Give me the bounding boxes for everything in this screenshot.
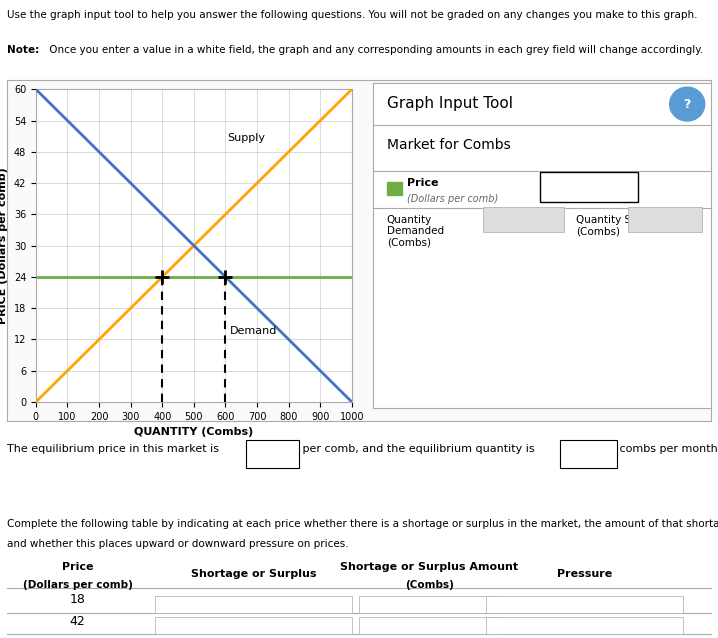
FancyBboxPatch shape — [541, 172, 638, 202]
Circle shape — [670, 87, 705, 121]
Text: 24: 24 — [619, 181, 635, 193]
Text: Shortage or Surplus: Shortage or Surplus — [191, 569, 316, 579]
Text: $: $ — [252, 443, 259, 454]
Text: (Dollars per comb): (Dollars per comb) — [22, 580, 133, 590]
Bar — [387, 182, 402, 195]
Text: ▼: ▼ — [665, 599, 672, 609]
FancyBboxPatch shape — [485, 618, 683, 634]
Text: ?: ? — [684, 98, 691, 110]
Text: Once you enter a value in a white field, the graph and any corresponding amounts: Once you enter a value in a white field,… — [46, 45, 703, 55]
Text: Graph Input Tool: Graph Input Tool — [387, 96, 513, 111]
Text: Price: Price — [407, 178, 439, 188]
FancyBboxPatch shape — [628, 207, 702, 232]
FancyBboxPatch shape — [155, 596, 352, 612]
Text: Note:: Note: — [7, 45, 39, 55]
FancyBboxPatch shape — [155, 618, 352, 634]
Text: Demand: Demand — [230, 326, 278, 336]
Text: Quantity Supplied
(Combs): Quantity Supplied (Combs) — [576, 215, 670, 236]
FancyBboxPatch shape — [246, 440, 299, 468]
FancyBboxPatch shape — [485, 596, 683, 612]
Text: Use the graph input tool to help you answer the following questions. You will no: Use the graph input tool to help you ans… — [7, 10, 698, 20]
Text: 18: 18 — [70, 593, 85, 605]
FancyBboxPatch shape — [559, 440, 617, 468]
FancyBboxPatch shape — [359, 618, 500, 634]
Text: and whether this places upward or downward pressure on prices.: and whether this places upward or downwa… — [7, 538, 349, 549]
Text: Pressure: Pressure — [556, 569, 612, 579]
Text: Complete the following table by indicating at each price whether there is a shor: Complete the following table by indicati… — [7, 519, 718, 529]
Text: Price: Price — [62, 561, 93, 572]
Text: Market for Combs: Market for Combs — [387, 138, 510, 152]
Text: 600: 600 — [536, 213, 559, 226]
Text: Shortage or Surplus Amount: Shortage or Surplus Amount — [340, 561, 518, 572]
FancyBboxPatch shape — [483, 207, 564, 232]
Text: The equilibrium price in this market is: The equilibrium price in this market is — [7, 443, 223, 454]
Text: ▼: ▼ — [665, 621, 672, 631]
Text: (Combs): (Combs) — [405, 580, 454, 590]
Text: Supply: Supply — [227, 133, 265, 144]
Text: (Dollars per comb): (Dollars per comb) — [407, 193, 498, 204]
Text: combs per month.: combs per month. — [616, 443, 718, 454]
Text: 400: 400 — [674, 213, 698, 226]
Y-axis label: PRICE (Dollars per comb): PRICE (Dollars per comb) — [0, 167, 8, 324]
X-axis label: QUANTITY (Combs): QUANTITY (Combs) — [134, 427, 253, 437]
FancyBboxPatch shape — [359, 596, 500, 612]
Text: ▼: ▼ — [334, 621, 342, 631]
Text: 42: 42 — [70, 614, 85, 628]
Text: Quantity
Demanded
(Combs): Quantity Demanded (Combs) — [387, 215, 444, 248]
Text: ▼: ▼ — [334, 599, 342, 609]
Text: per comb, and the equilibrium quantity is: per comb, and the equilibrium quantity i… — [299, 443, 538, 454]
